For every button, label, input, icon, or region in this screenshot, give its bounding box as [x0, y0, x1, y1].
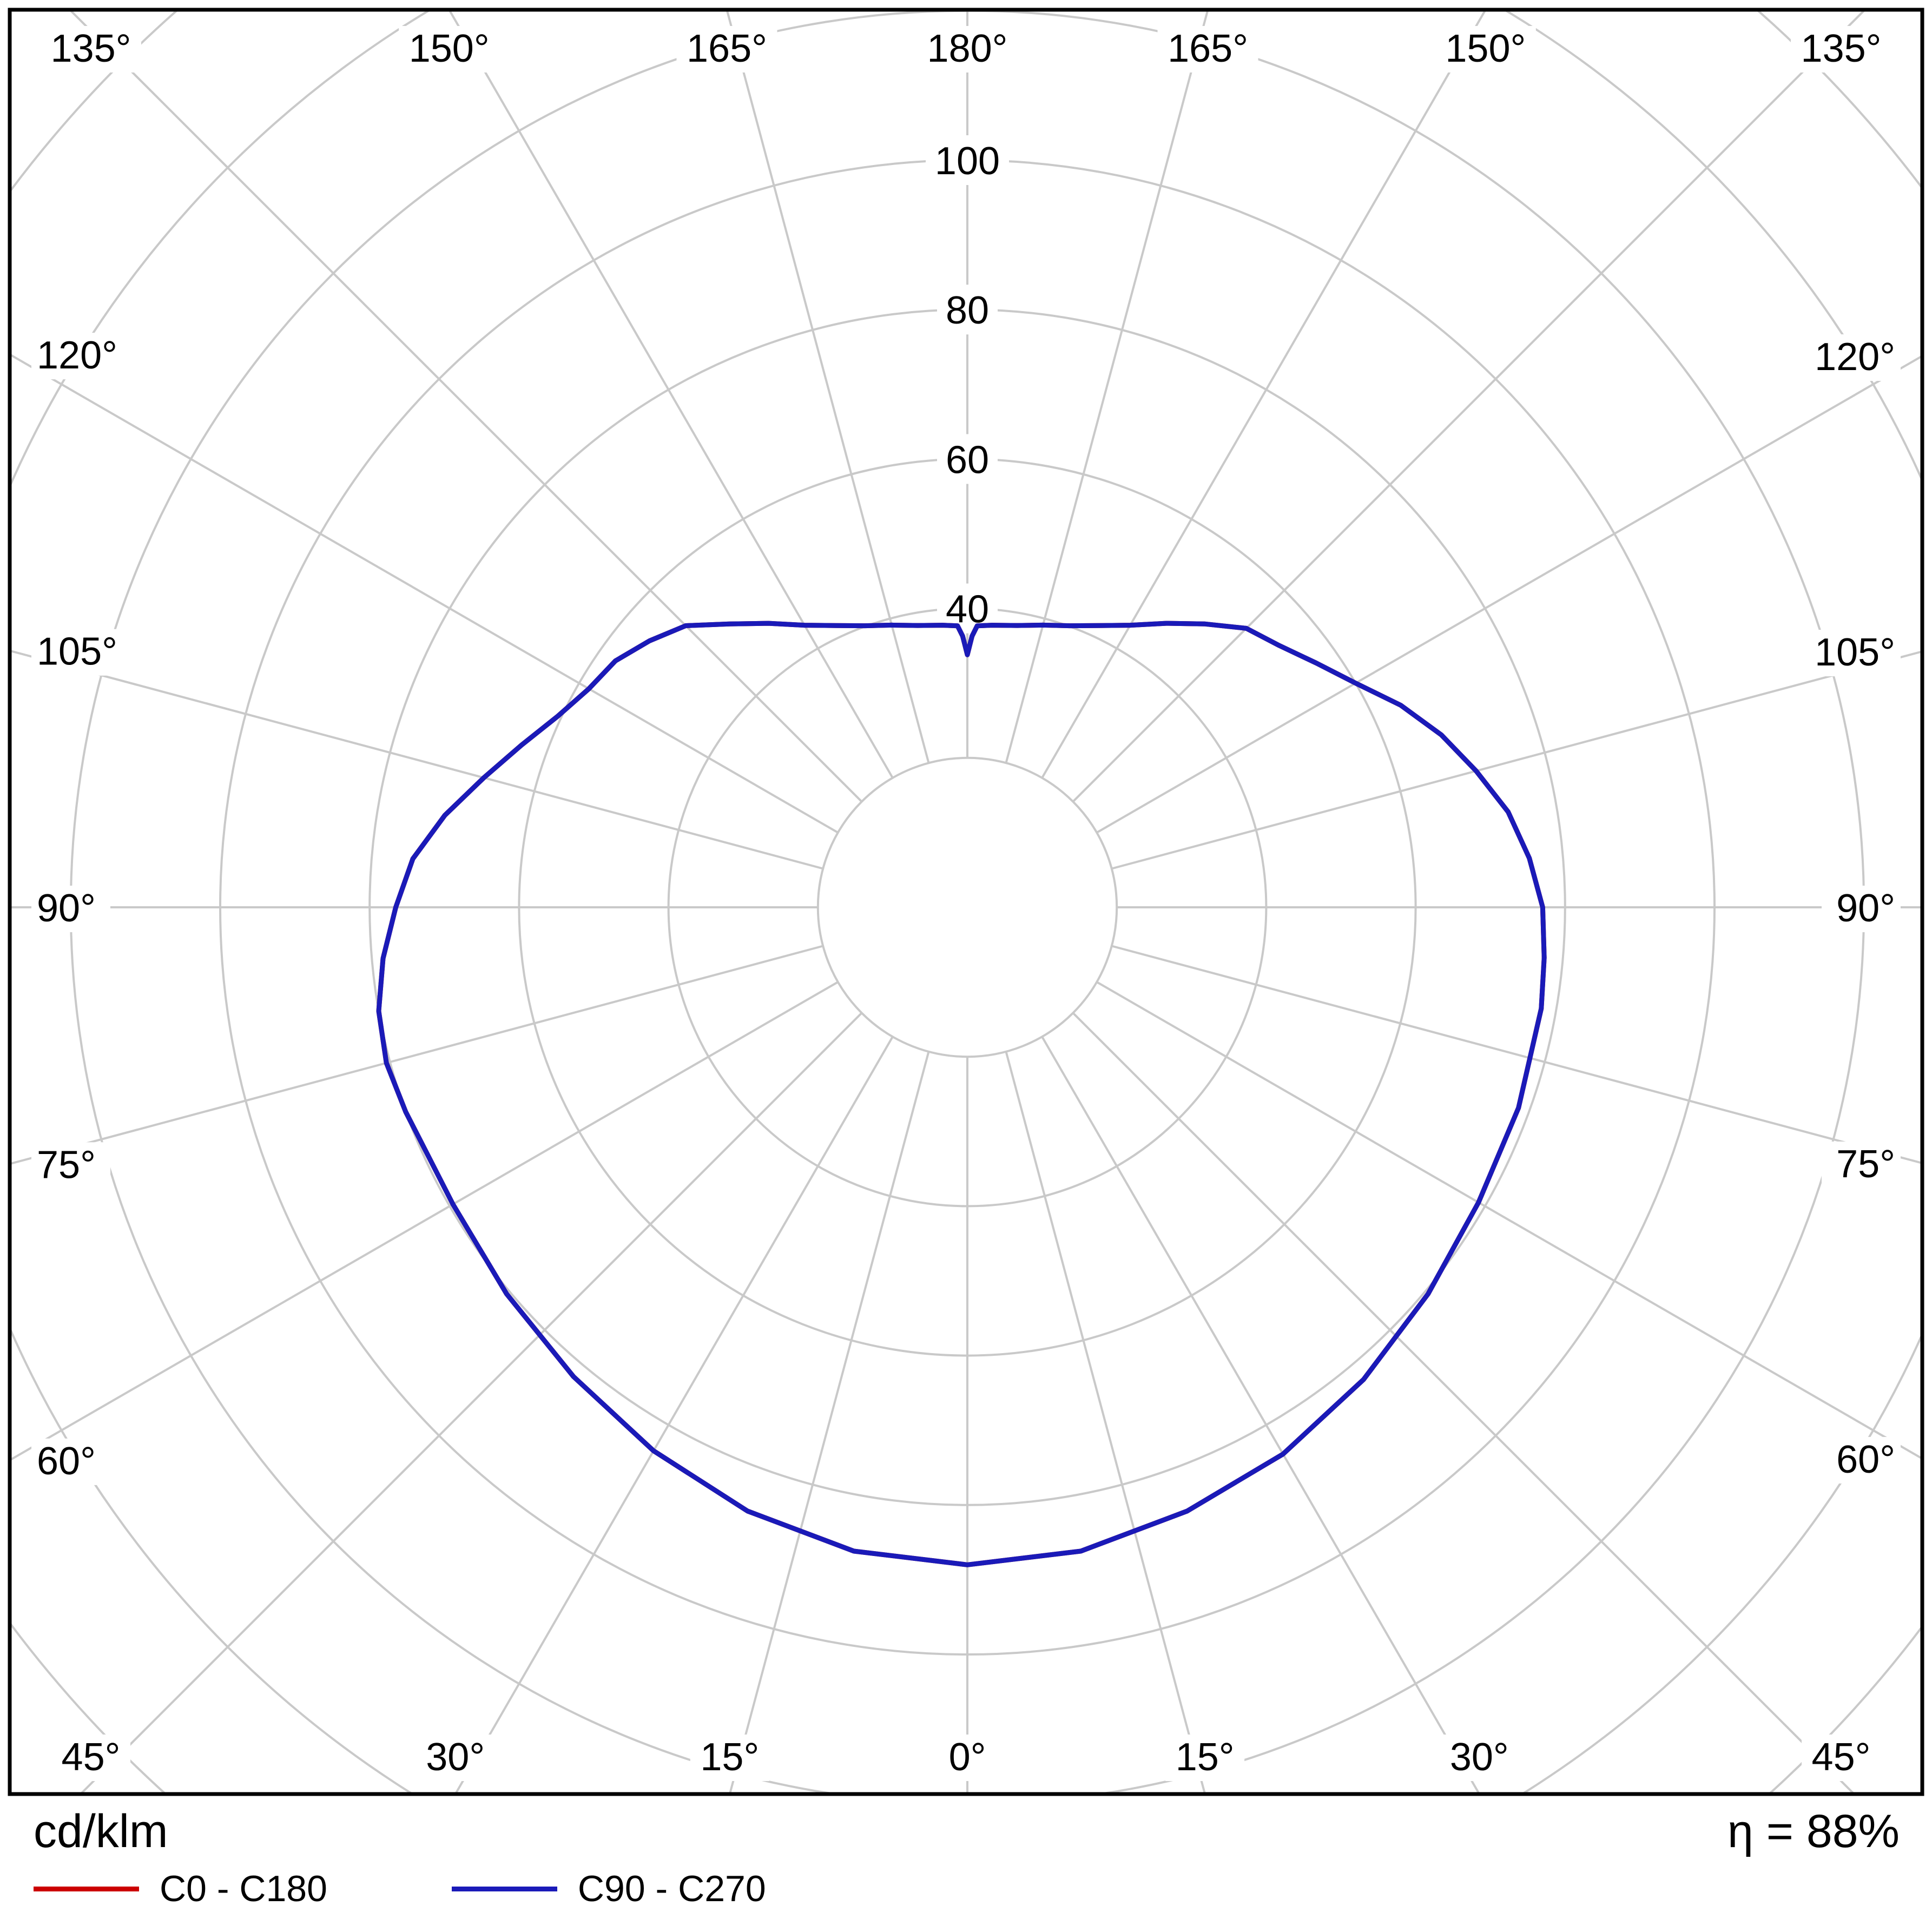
angle-label: 45°: [62, 1736, 121, 1779]
grid-radial-line: [1041, 1036, 1480, 1792]
angle-label-bg: [1157, 26, 1258, 72]
angle-label-bg: [31, 333, 132, 380]
angle-label-bg: [41, 26, 141, 72]
angle-label-bg: [1165, 1735, 1245, 1781]
angle-label: 75°: [37, 1143, 96, 1186]
grid-radial-line: [1111, 945, 1921, 1164]
angle-label-bg: [1822, 886, 1901, 932]
plot-border: [8, 8, 1924, 1796]
grid-radial-line: [11, 981, 839, 1461]
legend: C0 - C180 C90 - C270: [34, 1868, 891, 1910]
grid-circle: [816, 756, 1118, 1058]
angle-label: 135°: [1801, 27, 1882, 70]
grid-radial-line: [1005, 11, 1209, 763]
grid-radial-line: [1111, 650, 1921, 870]
angle-label-bg: [1800, 630, 1901, 677]
angle-label: 105°: [1815, 631, 1895, 674]
angle-label-bg: [1822, 1437, 1901, 1484]
angle-label-bg: [1800, 334, 1901, 381]
angle-label-bg: [1802, 1735, 1881, 1781]
efficiency-label: η = 88%: [1727, 1805, 1900, 1857]
angle-label-bg: [31, 629, 132, 676]
angle-label: 15°: [1176, 1736, 1235, 1779]
legend-label-c0-c180: C0 - C180: [160, 1868, 327, 1909]
angle-label: 60°: [1836, 1438, 1895, 1481]
grid-radial-line: [455, 1036, 894, 1792]
tick-label-bg: [937, 434, 998, 484]
curve-c0-c180: [376, 621, 1547, 1567]
grid-radial-line: [70, 11, 863, 803]
legend-swatch-blue: [451, 1886, 557, 1891]
angle-label: 60°: [37, 1440, 96, 1483]
angle-label: 180°: [927, 27, 1008, 70]
angle-label: 165°: [687, 27, 767, 70]
angle-label-bg: [416, 1735, 495, 1781]
angle-label: 75°: [1836, 1143, 1895, 1186]
angle-label: 90°: [1836, 887, 1895, 930]
angle-label-bg: [1440, 1735, 1519, 1781]
radius-tick-label: 60: [946, 438, 989, 482]
grid-radial-line: [1096, 355, 1921, 834]
tick-label-bg: [926, 135, 1009, 185]
tick-label-bg: [937, 285, 998, 335]
angle-label-bg: [31, 886, 110, 932]
angle-label-bg: [51, 1735, 130, 1781]
grid-radial-line: [11, 354, 839, 834]
angle-label-bg: [917, 26, 1018, 72]
grid-radial-line: [11, 650, 823, 870]
angle-label: 45°: [1812, 1736, 1871, 1779]
legend-label-c90-c270: C90 - C270: [577, 1868, 766, 1909]
curve-c90-c270: [376, 621, 1547, 1567]
angle-label-bg: [399, 26, 500, 72]
radius-tick-label: 100: [935, 140, 1000, 183]
grid-radial-line: [1041, 11, 1486, 779]
legend-swatch-red: [34, 1886, 139, 1891]
grid-radial-line: [1005, 1051, 1206, 1792]
angle-label: 150°: [1445, 27, 1526, 70]
angle-labels: 0° 15° 15° 30° 30° 45° 45° 60° 60° 75° 75° 90° 90° 10…: [31, 26, 1901, 1781]
angle-label: 90°: [37, 887, 96, 930]
angle-label: 105°: [37, 630, 117, 674]
angle-label: 120°: [1815, 335, 1895, 379]
angle-label: 30°: [426, 1736, 485, 1779]
angle-label-bg: [31, 1438, 110, 1485]
angle-label-bg: [1435, 26, 1536, 72]
unit-label: cd/klm: [34, 1805, 168, 1857]
angle-label-bg: [1822, 1141, 1901, 1188]
grid-radial-line: [11, 945, 823, 1165]
angle-label-bg: [676, 26, 777, 72]
angle-label: 0°: [949, 1736, 986, 1779]
angle-label-bg: [690, 1735, 769, 1781]
legend-item-c0-c180: C0 - C180: [34, 1868, 327, 1910]
grid-radial-line: [729, 1051, 930, 1792]
angle-label-bg: [939, 1735, 996, 1781]
angle-label-bg: [31, 1142, 110, 1189]
grid-radial-line: [449, 11, 894, 779]
angle-label: 15°: [700, 1736, 759, 1779]
radius-tick-label: 80: [946, 289, 989, 332]
grid-radial-line: [726, 11, 930, 763]
angle-label: 165°: [1168, 27, 1248, 70]
angle-label: 150°: [409, 27, 490, 70]
grid-radial-line: [1096, 981, 1921, 1459]
angle-label: 120°: [37, 334, 117, 377]
angle-label: 135°: [51, 27, 131, 70]
angle-label: 30°: [1450, 1736, 1509, 1779]
legend-item-c90-c270: C90 - C270: [451, 1868, 766, 1910]
angle-label-bg: [1791, 26, 1891, 72]
grid-radial-line: [1072, 11, 1865, 803]
